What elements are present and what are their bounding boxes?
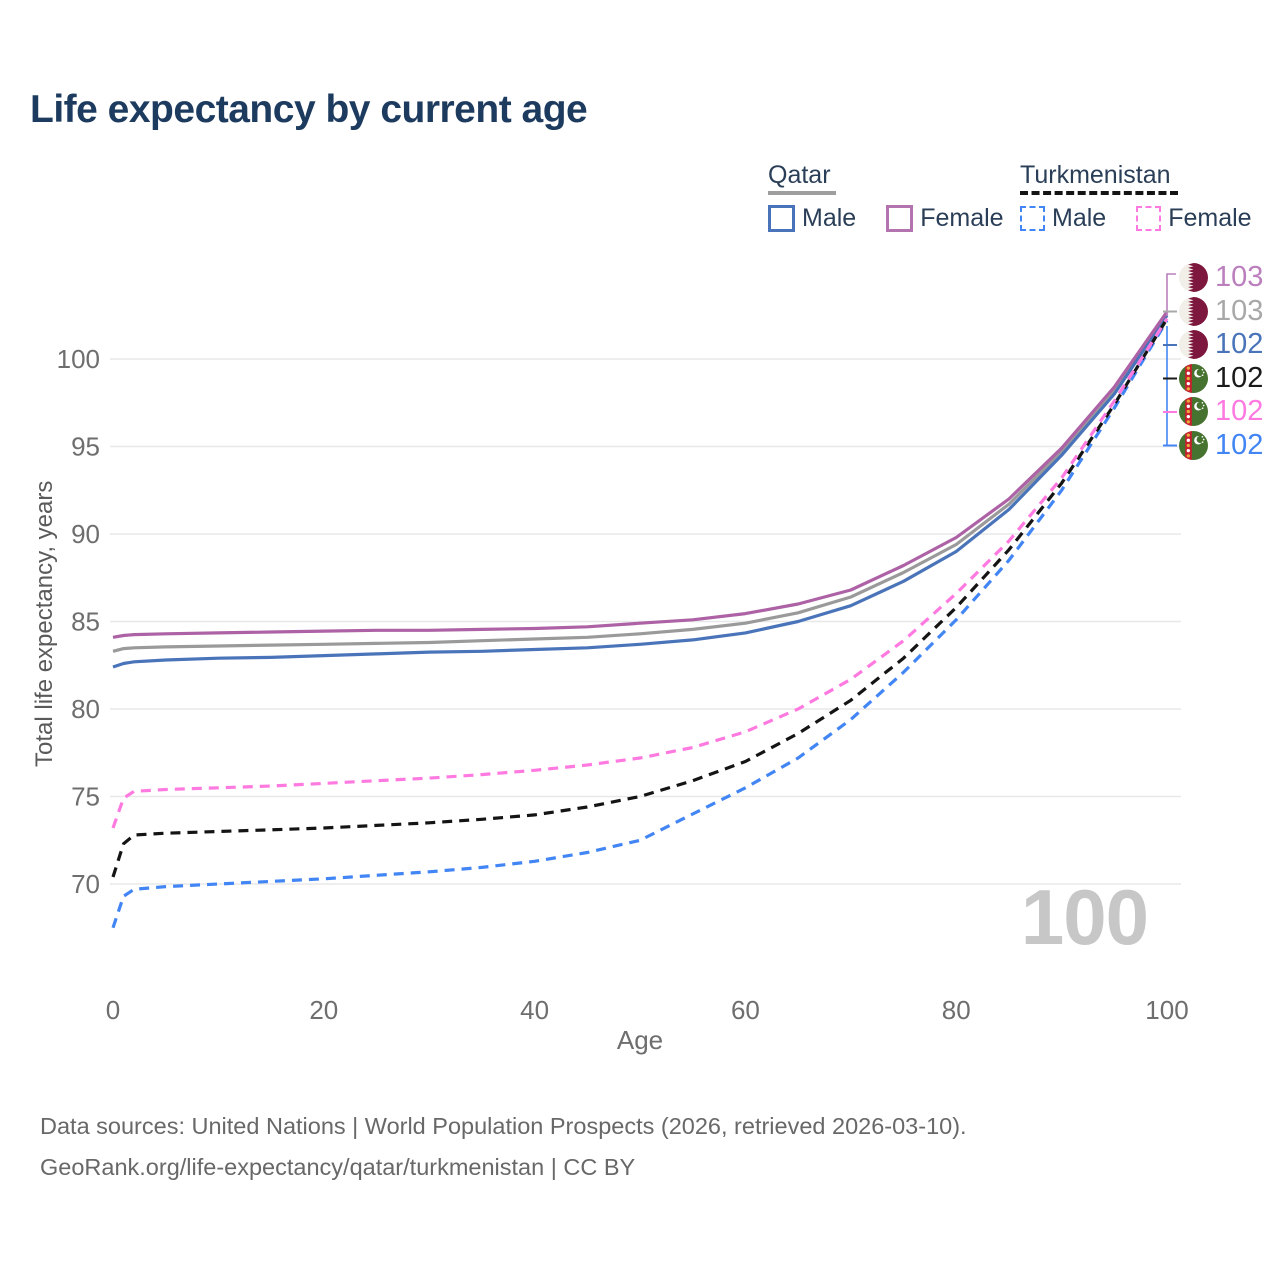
turkmenistan-female-swatch-icon [1136,206,1162,231]
end-label-value: 103 [1215,294,1264,327]
legend-underline-turkmenistan [1020,191,1178,195]
end-label-value: 102 [1215,361,1264,394]
legend-label-qatar-male: Male [802,204,857,232]
y-tick-95: 95 [71,432,100,462]
end-label-value: 102 [1215,395,1264,427]
x-tick-60: 60 [731,995,760,1025]
end-label-turkmenistan-female: 102 [1179,397,1263,426]
qatar-flag-icon [1179,263,1208,292]
footer: Data sources: United Nations | World Pop… [40,1106,967,1188]
footer-attribution-link: GeoRank.org/life-expectancy/qatar/turkme… [40,1154,636,1180]
page-title: Life expectancy by current age [30,88,588,131]
qatar-male-swatch-icon [768,205,795,232]
series-line-qatar-both-sexes[interactable] [112,312,1169,653]
legend-item-turkmenistan-female[interactable]: Female [1136,204,1252,233]
y-tick-100: 100 [57,344,100,374]
legend-group-qatar: Qatar Male Female [768,162,1026,233]
legend-title-qatar[interactable]: Qatar [768,161,831,189]
turkmenistan-male-swatch-icon [1020,206,1045,231]
end-label-qatar-both-sexes: 103 [1179,294,1264,327]
y-tick-90: 90 [71,519,100,549]
x-axis-title: Age [617,1025,663,1055]
y-tick-85: 85 [71,607,100,637]
x-tick-40: 40 [520,995,549,1025]
end-label-value: 103 [1215,261,1264,293]
y-tick-75: 75 [71,782,100,812]
series-line-qatar-female[interactable] [112,310,1169,639]
y-tick-80: 80 [71,694,100,724]
series-line-turkmenistan-female[interactable] [111,317,1169,829]
legend-underline-qatar [768,191,836,195]
series-line-turkmenistan-male[interactable] [111,319,1169,929]
legend-label-qatar-female: Female [920,204,1004,232]
qatar-flag-icon [1179,296,1208,326]
legend-label-turkmenistan-male: Male [1052,204,1107,232]
turkmenistan-flag-icon [1179,430,1208,460]
footer-data-sources: Data sources: United Nations | World Pop… [40,1113,967,1139]
x-tick-20: 20 [309,995,338,1025]
age-frame-watermark: 100 [1020,873,1149,961]
series-line-qatar-male[interactable] [112,314,1169,669]
turkmenistan-flag-icon [1179,363,1208,393]
turkmenistan-flag-icon [1179,397,1208,426]
legend-item-turkmenistan-male[interactable]: Male [1020,204,1106,233]
leader-line-qatar-female [1166,273,1176,316]
legend-title-turkmenistan[interactable]: Turkmenistan [1020,161,1171,189]
qatar-flag-icon [1179,330,1208,359]
end-label-value: 102 [1215,428,1264,461]
legend-item-qatar-female[interactable]: Female [886,204,1004,233]
x-tick-100: 100 [1145,995,1188,1025]
legend-label-turkmenistan-female: Female [1168,204,1252,232]
legend-group-turkmenistan: Turkmenistan Male Female [1020,162,1274,233]
qatar-female-swatch-icon [886,205,914,232]
x-tick-0: 0 [106,995,120,1025]
series-line-turkmenistan-both-sexes[interactable] [111,317,1169,878]
end-label-turkmenistan-both-sexes: 102 [1179,361,1264,394]
end-label-turkmenistan-male: 102 [1179,428,1264,461]
legend-item-qatar-male[interactable]: Male [768,204,856,233]
end-label-value: 102 [1215,328,1264,360]
end-label-qatar-male: 102 [1179,330,1263,359]
x-tick-80: 80 [942,995,971,1025]
y-axis-title: Total life expectancy, years [31,480,58,767]
end-label-qatar-female: 103 [1179,263,1263,292]
y-tick-70: 70 [71,869,100,899]
